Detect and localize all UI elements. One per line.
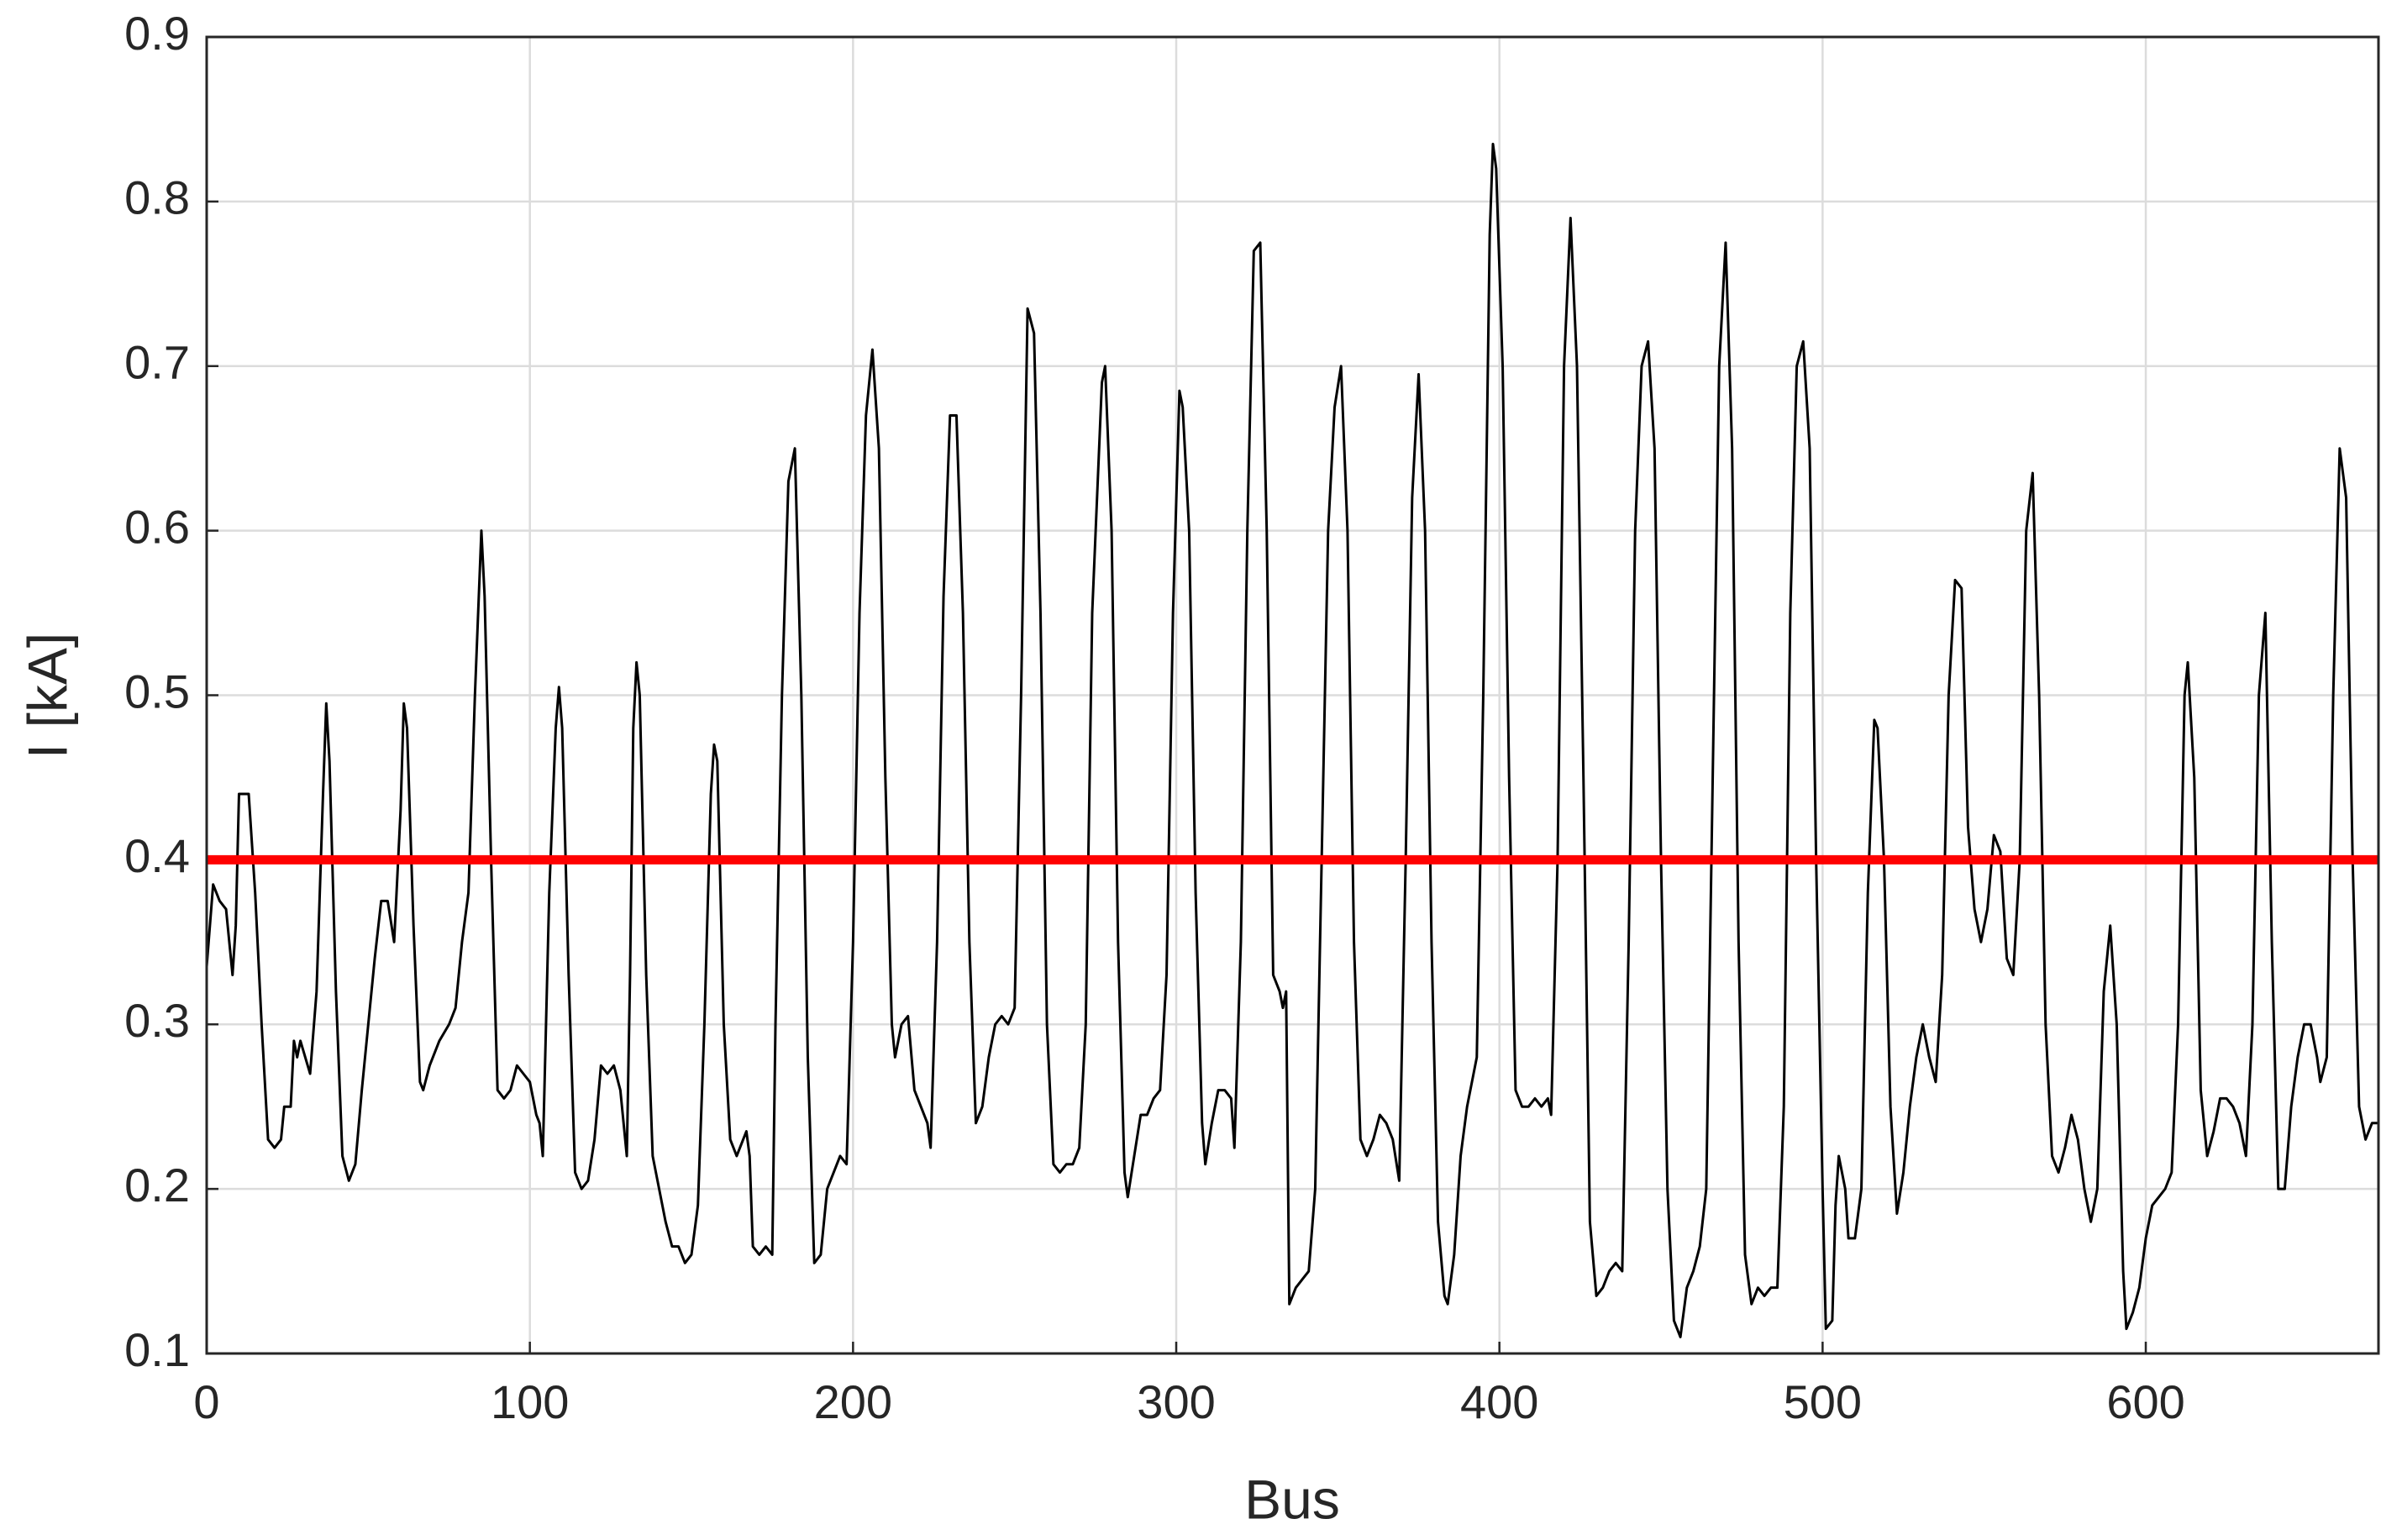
y-tick-label: 0.4 (124, 829, 190, 882)
y-tick-label: 0.6 (124, 500, 190, 553)
x-tick-label: 400 (1460, 1375, 1538, 1428)
y-axis-label: I [kA] (16, 633, 78, 759)
plot-frame (205, 35, 2380, 1355)
x-tick-label: 100 (491, 1375, 569, 1428)
y-tick-label: 0.1 (124, 1323, 190, 1376)
data-line (205, 142, 2378, 1338)
y-tick-label: 0.5 (124, 665, 190, 717)
x-tick-label: 0 (193, 1375, 219, 1428)
y-tick-label: 0.3 (124, 994, 190, 1047)
x-axis-label: Bus (1244, 1468, 1340, 1530)
y-tick-label: 0.8 (124, 171, 190, 224)
x-tick-label: 200 (814, 1375, 892, 1428)
x-tick-label: 300 (1137, 1375, 1215, 1428)
x-tick-label: 500 (1784, 1375, 1862, 1428)
y-tick-label: 0.7 (124, 336, 190, 389)
y-tick-label: 0.2 (124, 1159, 190, 1212)
y-tick-label: 0.9 (124, 7, 190, 60)
x-tick-label: 600 (2106, 1375, 2184, 1428)
